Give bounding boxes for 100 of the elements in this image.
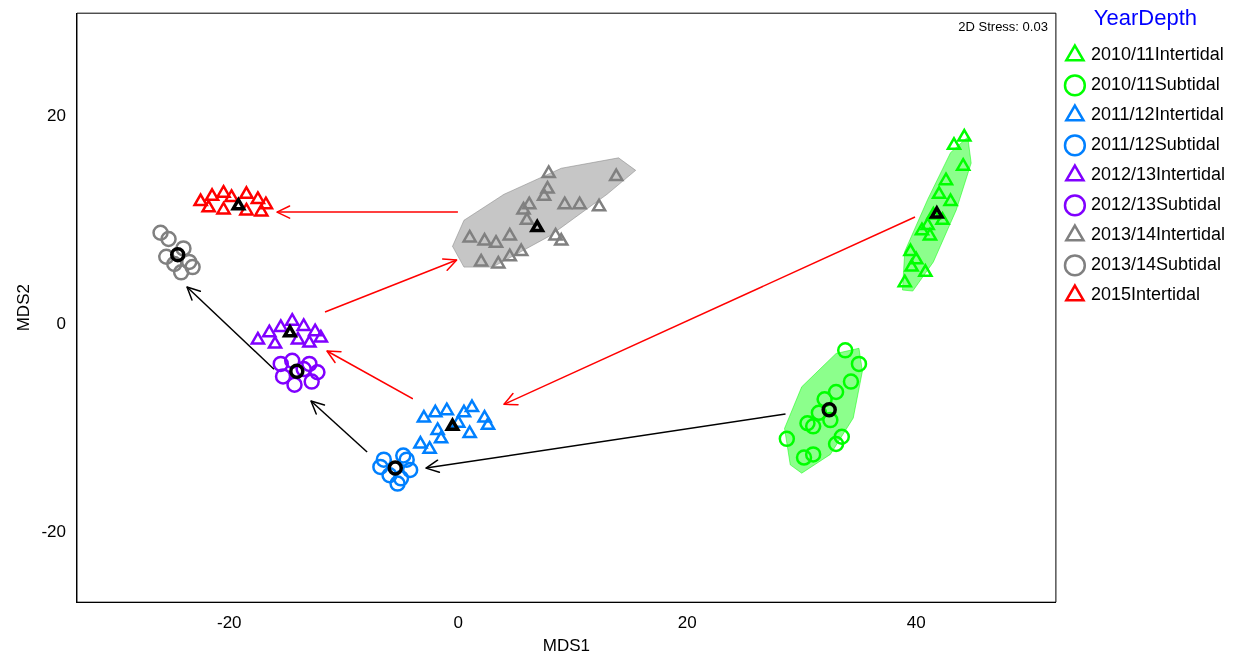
point [519,212,535,226]
point [842,373,860,390]
point [804,446,822,463]
point [274,368,292,385]
point [536,188,552,202]
x-tick-label: -20 [216,613,242,633]
point [462,425,477,439]
point [152,224,169,242]
annotation: 2D Stress: 0.03 [958,19,1048,35]
point [920,217,935,231]
point [439,402,455,416]
point [480,417,496,431]
point [521,196,537,210]
point [253,203,269,217]
point [827,383,845,401]
point [272,355,290,373]
point [955,157,971,171]
point [553,232,569,246]
point [502,227,518,241]
point [591,198,607,212]
point [284,312,300,326]
point [296,318,311,332]
point [313,329,329,343]
legend-label: 2015Intertidal [1090,284,1200,305]
point [799,414,816,432]
point [778,430,796,448]
point [231,197,246,211]
point [303,373,320,390]
point [216,184,231,198]
point [444,416,461,432]
point [289,363,305,379]
point [258,196,274,210]
point [513,243,529,257]
point [172,264,190,281]
point [169,246,186,263]
point [908,251,924,265]
point [422,440,437,454]
point [309,363,326,381]
point [956,128,972,142]
point [395,447,412,464]
point [387,460,404,476]
y-axis-title: MDS2 [13,284,33,332]
point [931,186,947,200]
legend-label: 2011/12Subtidal [1090,134,1220,155]
point [540,180,555,194]
x-tick-label: 20 [677,613,697,633]
point [821,401,837,418]
point [401,461,419,479]
legend-label: 2011/12Intertidal [1090,104,1224,125]
point [193,193,208,207]
point [477,409,492,423]
point [250,191,266,205]
point [904,258,919,272]
point [836,342,854,359]
point [516,201,531,215]
y-tick-label: 0 [56,314,66,334]
legend-label: 2012/13Intertidal [1090,164,1226,185]
legend-label: 2013/14Intertidal [1090,224,1226,245]
point [946,137,962,151]
legend-title: YearDepth [1093,5,1198,31]
point [204,188,220,202]
point [488,234,504,248]
point [389,475,406,492]
point [795,449,813,466]
point [918,264,933,278]
legend-label: 2012/13Subtidal [1090,194,1222,215]
point [548,227,563,241]
point [224,189,239,203]
point [827,435,845,453]
point [477,232,492,246]
point [216,201,231,215]
point [502,248,518,262]
point [302,334,317,348]
legend-label: 2013/14Subtidal [1090,254,1222,275]
point [413,435,428,449]
x-axis-title: MDS1 [542,636,591,656]
point [416,409,432,423]
point [464,399,480,413]
point [262,324,277,338]
point [239,186,254,200]
point [282,324,297,338]
x-tick-label: 40 [906,613,926,633]
point [398,451,415,468]
point [428,404,443,418]
point [572,196,587,210]
point [473,253,489,267]
point [375,451,393,468]
point [250,331,266,345]
point [433,430,449,444]
point [541,165,556,179]
point [372,458,389,476]
point [530,219,545,233]
point [456,404,472,418]
y-tick-label: -20 [41,522,66,542]
point [903,243,918,257]
x-tick-label: 0 [453,613,463,633]
point [307,323,323,337]
point [804,418,822,435]
legend-label: 2010/11Intertidal [1090,44,1224,65]
point [850,355,868,373]
